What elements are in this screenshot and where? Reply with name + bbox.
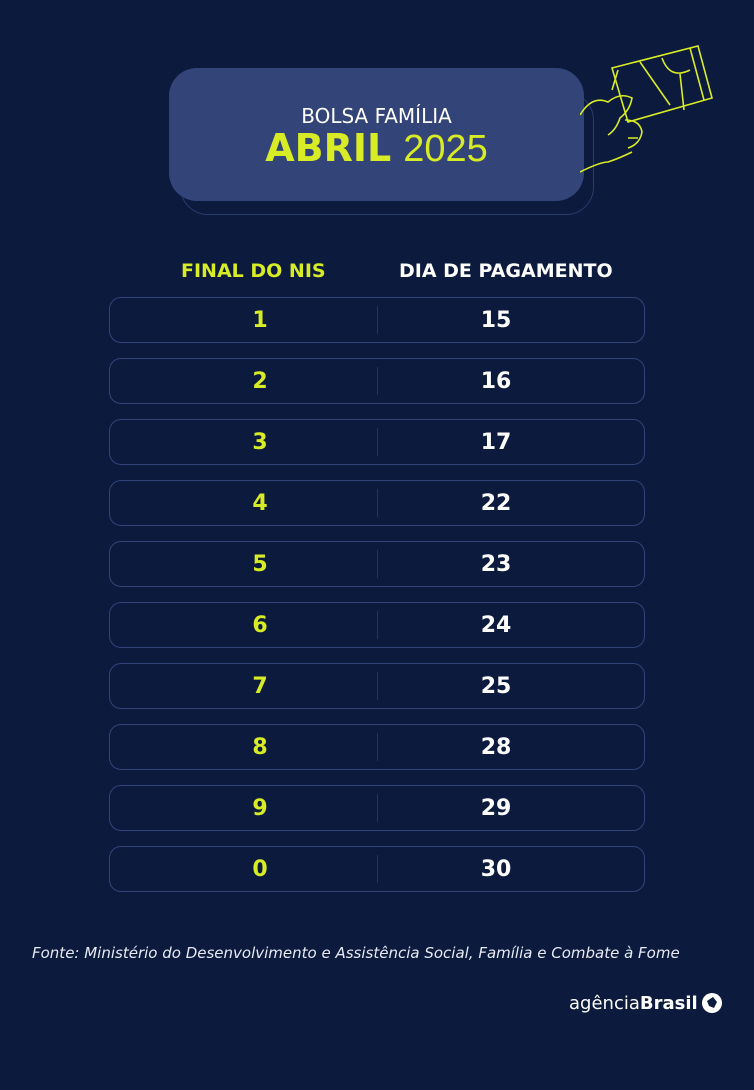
nis-final-digit: 5	[252, 552, 268, 577]
year: 2025	[403, 128, 488, 170]
row-divider	[377, 428, 378, 456]
nis-final-digit: 6	[252, 613, 268, 638]
payment-day: 16	[480, 369, 512, 394]
row-divider	[377, 550, 378, 578]
column-header-payment-day: DIA DE PAGAMENTO	[399, 260, 613, 282]
row-divider	[377, 489, 378, 517]
row-divider	[377, 794, 378, 822]
month: ABRIL	[265, 126, 392, 170]
nis-final-digit: 0	[252, 857, 268, 882]
table-row: 3 17	[109, 419, 645, 465]
table-row: 8 28	[109, 724, 645, 770]
payment-day: 15	[480, 308, 512, 333]
row-divider	[377, 306, 378, 334]
table-row: 7 25	[109, 663, 645, 709]
nis-final-digit: 4	[252, 491, 268, 516]
header-card: BOLSA FAMÍLIA ABRIL 2025	[169, 68, 584, 201]
source-note: Fonte: Ministério do Desenvolvimento e A…	[32, 944, 680, 962]
table-row: 0 30	[109, 846, 645, 892]
agencia-brasil-logo: agência Brasil	[569, 991, 724, 1015]
table-row: 5 23	[109, 541, 645, 587]
payment-day: 24	[480, 613, 512, 638]
nis-final-digit: 1	[252, 308, 268, 333]
table-row: 4 22	[109, 480, 645, 526]
payment-day: 28	[480, 735, 512, 760]
column-header-nis: FINAL DO NIS	[181, 260, 326, 282]
row-divider	[377, 733, 378, 761]
payment-day: 30	[480, 857, 512, 882]
nis-final-digit: 8	[252, 735, 268, 760]
payment-day: 17	[480, 430, 512, 455]
table-row: 2 16	[109, 358, 645, 404]
logo-text-light: agência	[569, 992, 640, 1014]
row-divider	[377, 672, 378, 700]
nis-final-digit: 3	[252, 430, 268, 455]
nis-final-digit: 9	[252, 796, 268, 821]
logo-mark-icon	[701, 993, 722, 1013]
payment-day: 22	[480, 491, 512, 516]
nis-final-digit: 7	[252, 674, 268, 699]
payment-day: 29	[480, 796, 512, 821]
header-subtitle: BOLSA FAMÍLIA	[301, 104, 452, 128]
row-divider	[377, 855, 378, 883]
header-title: ABRIL 2025	[169, 126, 584, 171]
nis-final-digit: 2	[252, 369, 268, 394]
payment-day: 25	[480, 674, 512, 699]
logo-text-bold: Brasil	[639, 992, 698, 1014]
row-divider	[377, 367, 378, 395]
payment-day: 23	[480, 552, 512, 577]
table-row: 6 24	[109, 602, 645, 648]
table-row: 9 29	[109, 785, 645, 831]
table-row: 1 15	[109, 297, 645, 343]
row-divider	[377, 611, 378, 639]
hand-holding-card-icon	[580, 45, 713, 173]
